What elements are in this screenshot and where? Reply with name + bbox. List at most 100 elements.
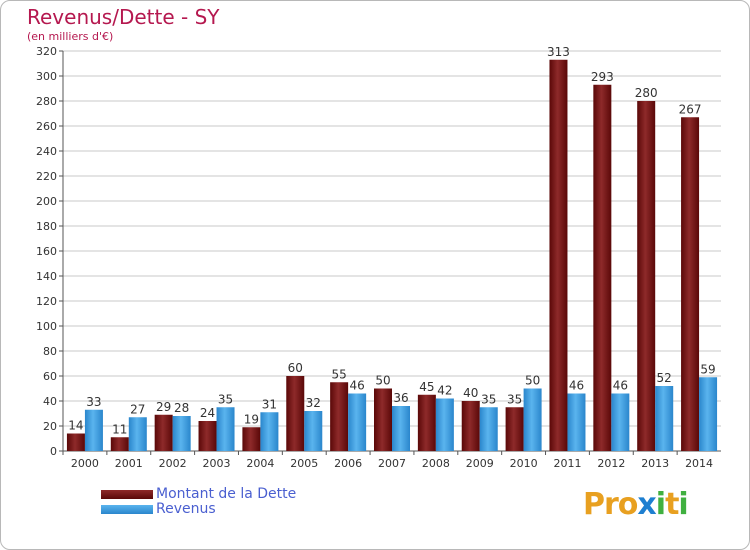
y-tick-label: 140 xyxy=(36,270,57,283)
y-tick-label: 280 xyxy=(36,95,57,108)
x-tick-label: 2013 xyxy=(641,457,669,470)
logo-letter: r xyxy=(604,487,619,522)
y-tick-label: 180 xyxy=(36,220,57,233)
y-tick-label: 240 xyxy=(36,145,57,158)
x-tick-label: 2010 xyxy=(510,457,538,470)
logo-letter: i xyxy=(655,487,666,522)
y-tick-label: 80 xyxy=(43,345,57,358)
data-label-debt: 280 xyxy=(635,86,658,100)
data-label-debt: 45 xyxy=(419,380,434,394)
bar-debt-2010 xyxy=(505,407,524,451)
data-label-revenue: 31 xyxy=(262,397,277,411)
y-tick-label: 40 xyxy=(43,395,57,408)
data-label-debt: 35 xyxy=(507,392,522,406)
logo-letter: P xyxy=(583,487,605,522)
x-tick-label: 2011 xyxy=(553,457,581,470)
y-tick-label: 220 xyxy=(36,170,57,183)
x-tick-label: 2001 xyxy=(115,457,143,470)
bar-revenue-2007 xyxy=(392,406,410,451)
y-tick-label: 100 xyxy=(36,320,57,333)
y-tick-label: 120 xyxy=(36,295,57,308)
y-tick-label: 60 xyxy=(43,370,57,383)
legend-label-revenue: Revenus xyxy=(156,501,216,517)
data-label-revenue: 42 xyxy=(437,384,452,398)
data-label-revenue: 35 xyxy=(218,392,233,406)
bar-revenue-2011 xyxy=(567,393,586,451)
bar-revenue-2006 xyxy=(348,393,367,451)
logo-letter: o xyxy=(617,487,639,522)
bar-debt-2002 xyxy=(154,414,173,451)
y-tick-label: 20 xyxy=(43,420,57,433)
proxiti-logo: Proxiti xyxy=(583,487,689,522)
x-tick-label: 2002 xyxy=(159,457,187,470)
data-label-revenue: 52 xyxy=(657,371,672,385)
bar-debt-2009 xyxy=(461,401,480,451)
data-label-debt: 293 xyxy=(591,70,614,84)
x-tick-label: 2000 xyxy=(71,457,99,470)
x-tick-label: 2004 xyxy=(246,457,274,470)
bar-revenue-2001 xyxy=(128,417,147,451)
y-tick-label: 300 xyxy=(36,70,57,83)
legend-swatch-revenue xyxy=(101,505,153,514)
bar-revenue-2003 xyxy=(216,407,235,451)
bar-debt-2012 xyxy=(593,84,612,451)
data-label-revenue: 32 xyxy=(306,396,321,410)
data-label-debt: 29 xyxy=(156,400,171,414)
data-label-debt: 19 xyxy=(244,412,259,426)
y-tick-label: 160 xyxy=(36,245,57,258)
bar-debt-2008 xyxy=(417,394,436,451)
chart-title: Revenus/Dette - SY xyxy=(27,5,220,29)
y-tick-label: 260 xyxy=(36,120,57,133)
data-label-debt: 313 xyxy=(547,45,570,59)
data-label-revenue: 50 xyxy=(525,374,540,388)
data-label-revenue: 27 xyxy=(130,402,145,416)
x-tick-label: 2007 xyxy=(378,457,406,470)
data-label-revenue: 33 xyxy=(86,395,101,409)
logo-letter: x xyxy=(637,487,656,522)
y-tick-label: 200 xyxy=(36,195,57,208)
chart-subtitle: (en milliers d'€) xyxy=(27,30,114,43)
bar-revenue-2010 xyxy=(523,388,542,451)
bar-debt-2003 xyxy=(198,421,217,451)
legend-label-debt: Montant de la Dette xyxy=(156,486,297,502)
bar-debt-2001 xyxy=(110,437,129,451)
data-label-debt: 60 xyxy=(288,361,303,375)
data-label-debt: 50 xyxy=(375,374,390,388)
legend-swatch-debt xyxy=(101,490,153,499)
bar-debt-2007 xyxy=(374,388,392,451)
bar-revenue-2004 xyxy=(260,412,279,451)
data-label-debt: 24 xyxy=(200,406,215,420)
bar-revenue-2014 xyxy=(699,377,718,451)
bar-revenue-2009 xyxy=(479,407,498,451)
bar-debt-2005 xyxy=(286,376,305,451)
bar-revenue-2000 xyxy=(84,409,103,451)
x-tick-label: 2006 xyxy=(334,457,362,470)
data-label-revenue: 35 xyxy=(481,392,496,406)
bar-revenue-2002 xyxy=(172,416,191,451)
y-tick-label: 320 xyxy=(36,45,57,58)
x-tick-label: 2009 xyxy=(466,457,494,470)
bar-debt-2000 xyxy=(66,433,85,451)
bar-debt-2006 xyxy=(330,382,349,451)
bar-revenue-2005 xyxy=(304,411,323,451)
data-label-debt: 14 xyxy=(68,419,83,433)
x-tick-label: 2008 xyxy=(422,457,450,470)
data-label-revenue: 36 xyxy=(393,391,408,405)
data-label-debt: 11 xyxy=(112,422,127,436)
x-tick-label: 2012 xyxy=(597,457,625,470)
bar-revenue-2013 xyxy=(655,386,674,451)
logo-letter: i xyxy=(678,487,688,522)
logo-letter: t xyxy=(665,487,679,522)
data-label-debt: 55 xyxy=(331,367,346,381)
x-tick-label: 2014 xyxy=(685,457,713,470)
bar-debt-2004 xyxy=(242,427,261,451)
data-label-debt: 267 xyxy=(679,102,702,116)
data-label-revenue: 59 xyxy=(700,362,715,376)
bar-debt-2013 xyxy=(637,101,656,451)
data-label-debt: 40 xyxy=(463,386,478,400)
data-label-revenue: 28 xyxy=(174,401,189,415)
bar-revenue-2012 xyxy=(611,393,630,451)
data-label-revenue: 46 xyxy=(569,379,584,393)
x-tick-label: 2003 xyxy=(203,457,231,470)
